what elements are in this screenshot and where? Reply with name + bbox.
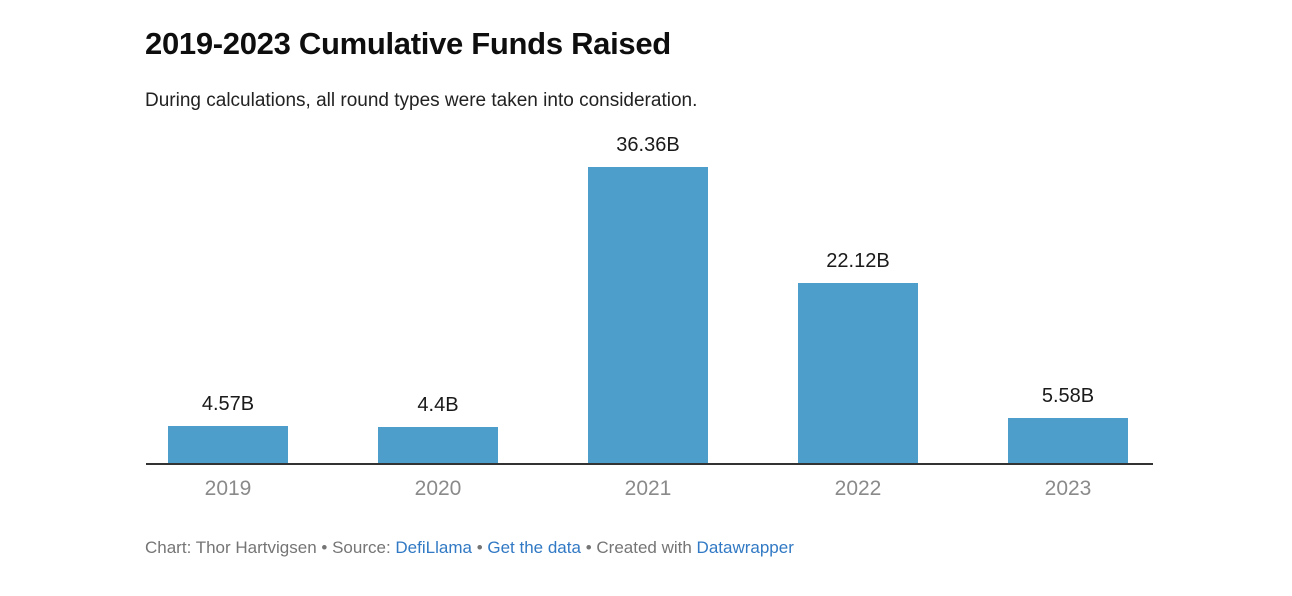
chart-subtitle: During calculations, all round types wer… (145, 90, 698, 111)
created-with-label: Created with (596, 538, 692, 557)
footer-separator: • (321, 538, 333, 557)
x-tick-label-2019: 2019 (204, 477, 252, 500)
x-tick-label-2020: 2020 (414, 477, 462, 500)
x-tick-label-2023: 2023 (1044, 477, 1092, 500)
source-label: Source: (332, 538, 391, 557)
chart-title: 2019-2023 Cumulative Funds Raised (145, 26, 671, 61)
footer-separator: • (476, 538, 488, 557)
bar-2021 (588, 167, 708, 463)
bar-2022 (798, 283, 918, 463)
datawrapper-link[interactable]: Datawrapper (696, 538, 794, 557)
bar-value-label: 36.36B (616, 134, 680, 156)
bar-2020 (378, 427, 498, 463)
x-tick-label-2021: 2021 (624, 477, 672, 500)
x-tick-label-2022: 2022 (834, 477, 882, 500)
source-link[interactable]: DefiLlama (395, 538, 472, 557)
bar-value-label: 22.12B (826, 250, 890, 272)
bar-chart-plot-area: 4.57B 4.4B 36.36B 22.12B 5.58B (146, 134, 1153, 465)
bar-2019 (168, 426, 288, 463)
bar-2023 (1008, 418, 1128, 463)
chart-credit: Chart: Thor Hartvigsen (145, 538, 317, 557)
bar-value-label: 4.57B (201, 393, 255, 415)
x-axis: 2019 2020 2021 2022 2023 (146, 477, 1153, 503)
chart-footer: Chart: Thor Hartvigsen • Source: DefiLla… (145, 538, 794, 558)
bar-value-label: 5.58B (1041, 385, 1095, 407)
get-the-data-link[interactable]: Get the data (487, 538, 581, 557)
bar-value-label: 4.4B (417, 394, 459, 416)
footer-separator: • (585, 538, 597, 557)
